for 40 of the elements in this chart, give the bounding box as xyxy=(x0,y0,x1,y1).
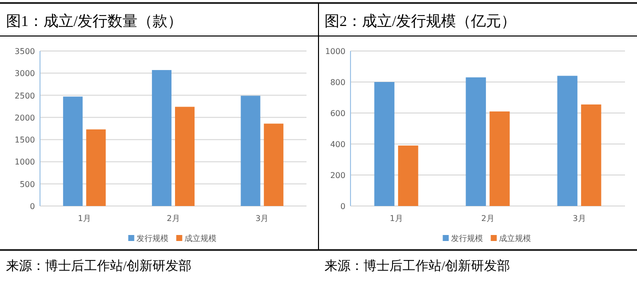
bar xyxy=(63,96,83,206)
y-tick-label: 600 xyxy=(330,109,346,118)
y-tick-label: 0 xyxy=(30,202,35,211)
y-tick-label: 0 xyxy=(340,202,346,211)
bar xyxy=(557,76,578,206)
y-tick-label: 1000 xyxy=(325,47,346,56)
bar xyxy=(466,77,486,206)
legend-label: 成立规模 xyxy=(498,234,531,243)
bar xyxy=(398,146,418,206)
bar xyxy=(264,124,284,206)
y-tick-label: 3000 xyxy=(14,69,35,78)
bar xyxy=(152,70,172,206)
y-tick-label: 400 xyxy=(330,140,346,149)
legend-label: 成立规模 xyxy=(184,234,216,243)
x-tick-label: 3月 xyxy=(256,214,269,223)
x-tick-label: 1月 xyxy=(390,214,403,223)
bar xyxy=(86,129,106,206)
y-tick-label: 800 xyxy=(330,78,346,87)
chart-title: 图1：成立/发行数量（款） xyxy=(6,13,183,30)
x-tick-label: 1月 xyxy=(78,214,91,223)
bar xyxy=(374,82,394,206)
legend-label: 发行规模 xyxy=(450,234,483,243)
y-tick-label: 2500 xyxy=(14,91,35,100)
chart-title: 图2：成立/发行规模（亿元） xyxy=(324,13,516,30)
bar xyxy=(240,96,260,206)
y-tick-label: 3500 xyxy=(14,47,35,56)
bar xyxy=(175,106,195,206)
x-tick-label: 2月 xyxy=(166,214,180,223)
y-tick-label: 200 xyxy=(330,171,346,180)
source-note: 来源：博士后工作站/创新研发部 xyxy=(6,258,192,273)
bar xyxy=(581,104,602,206)
x-tick-label: 2月 xyxy=(481,214,494,223)
y-tick-label: 500 xyxy=(20,180,35,189)
source-note: 来源：博士后工作站/创新研发部 xyxy=(324,258,510,273)
bar xyxy=(490,111,510,206)
legend-label: 发行规模 xyxy=(136,234,168,243)
y-tick-label: 2000 xyxy=(14,113,35,122)
y-tick-label: 1500 xyxy=(14,136,35,145)
y-tick-label: 1000 xyxy=(14,158,35,167)
x-tick-label: 3月 xyxy=(572,214,586,223)
